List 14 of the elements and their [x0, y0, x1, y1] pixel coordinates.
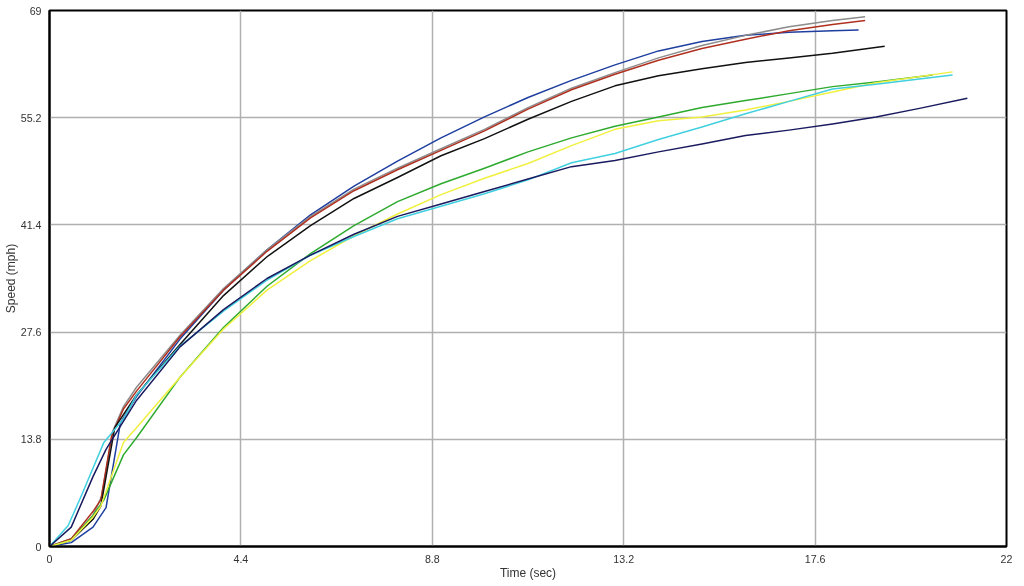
- x-tick-label: 17.6: [804, 552, 826, 565]
- y-tick-label: 55.2: [20, 111, 42, 124]
- y-tick-label: 27.6: [20, 326, 42, 339]
- y-tick-label: 0: [35, 540, 42, 553]
- x-tick-label: 8.8: [424, 552, 440, 565]
- x-tick-label: 4.4: [233, 552, 249, 565]
- x-tick-label: 22: [1000, 552, 1013, 565]
- y-tick-label: 69: [29, 4, 42, 17]
- x-tick-label: 13.2: [613, 552, 635, 565]
- y-tick-label: 13.8: [20, 433, 42, 446]
- x-tick-label: 0: [46, 552, 53, 565]
- y-tick-label: 41.4: [20, 218, 42, 231]
- y-axis-title: Speed (mph): [3, 243, 18, 314]
- x-axis-title: Time (sec): [499, 565, 557, 580]
